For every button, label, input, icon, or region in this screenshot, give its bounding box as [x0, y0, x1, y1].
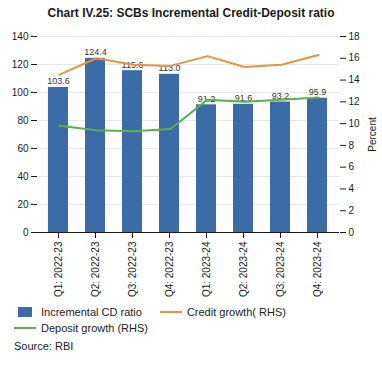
svg-text:6: 6 — [349, 161, 355, 172]
svg-text:14: 14 — [349, 74, 361, 85]
svg-text:0: 0 — [349, 227, 355, 238]
svg-text:113.0: 113.0 — [158, 63, 181, 74]
svg-text:103.6: 103.6 — [47, 76, 70, 86]
svg-text:93.2: 93.2 — [271, 90, 290, 101]
svg-text:140: 140 — [12, 31, 29, 42]
svg-text:Q2: 2022-23: Q2: 2022-23 — [90, 241, 101, 297]
svg-text:Q4: 2022-23: Q4: 2022-23 — [164, 241, 175, 297]
html-text:Source: RBI: Source: RBI — [14, 340, 74, 352]
html-text:Incremental CD ratio: Incremental CD ratio — [41, 306, 142, 318]
html-text:Deposit growth (RHS): Deposit growth (RHS) — [41, 322, 148, 334]
svg-text:16: 16 — [349, 52, 361, 63]
html-text:Credit growth( RHS): Credit growth( RHS) — [186, 306, 286, 318]
svg-text:10: 10 — [349, 118, 361, 129]
svg-text:18: 18 — [349, 31, 361, 42]
svg-text:4: 4 — [349, 183, 355, 194]
html-text:Chart IV.25: SCBs Incremental: Chart IV.25: SCBs Incremental Credit-Dep… — [47, 6, 335, 20]
svg-text:124.4: 124.4 — [84, 47, 107, 57]
svg-text:40: 40 — [17, 171, 29, 182]
svg-text:0: 0 — [23, 227, 29, 238]
svg-text:Q1: 2022-23: Q1: 2022-23 — [53, 241, 64, 297]
svg-text:Q4: 2023-24: Q4: 2023-24 — [312, 241, 323, 297]
svg-text:115.6: 115.6 — [121, 59, 144, 70]
svg-text:8: 8 — [349, 140, 355, 151]
svg-text:100: 100 — [12, 87, 29, 98]
svg-text:Q1: 2023-24: Q1: 2023-24 — [201, 241, 212, 297]
svg-text:91.6: 91.6 — [234, 93, 253, 104]
svg-text:80: 80 — [17, 115, 29, 126]
svg-text:20: 20 — [17, 199, 29, 210]
svg-text:Percent: Percent — [367, 117, 378, 152]
svg-text:12: 12 — [349, 96, 361, 107]
svg-text:120: 120 — [12, 59, 29, 70]
svg-text:2: 2 — [349, 205, 355, 216]
svg-text:95.9: 95.9 — [309, 87, 327, 97]
svg-text:Q2: 2023-24: Q2: 2023-24 — [238, 241, 249, 297]
svg-text:60: 60 — [17, 143, 29, 154]
svg-text:Q3: 2023-24: Q3: 2023-24 — [275, 241, 286, 297]
svg-text:Q3: 2022-23: Q3: 2022-23 — [127, 241, 138, 297]
svg-text:91.2: 91.2 — [198, 94, 216, 104]
